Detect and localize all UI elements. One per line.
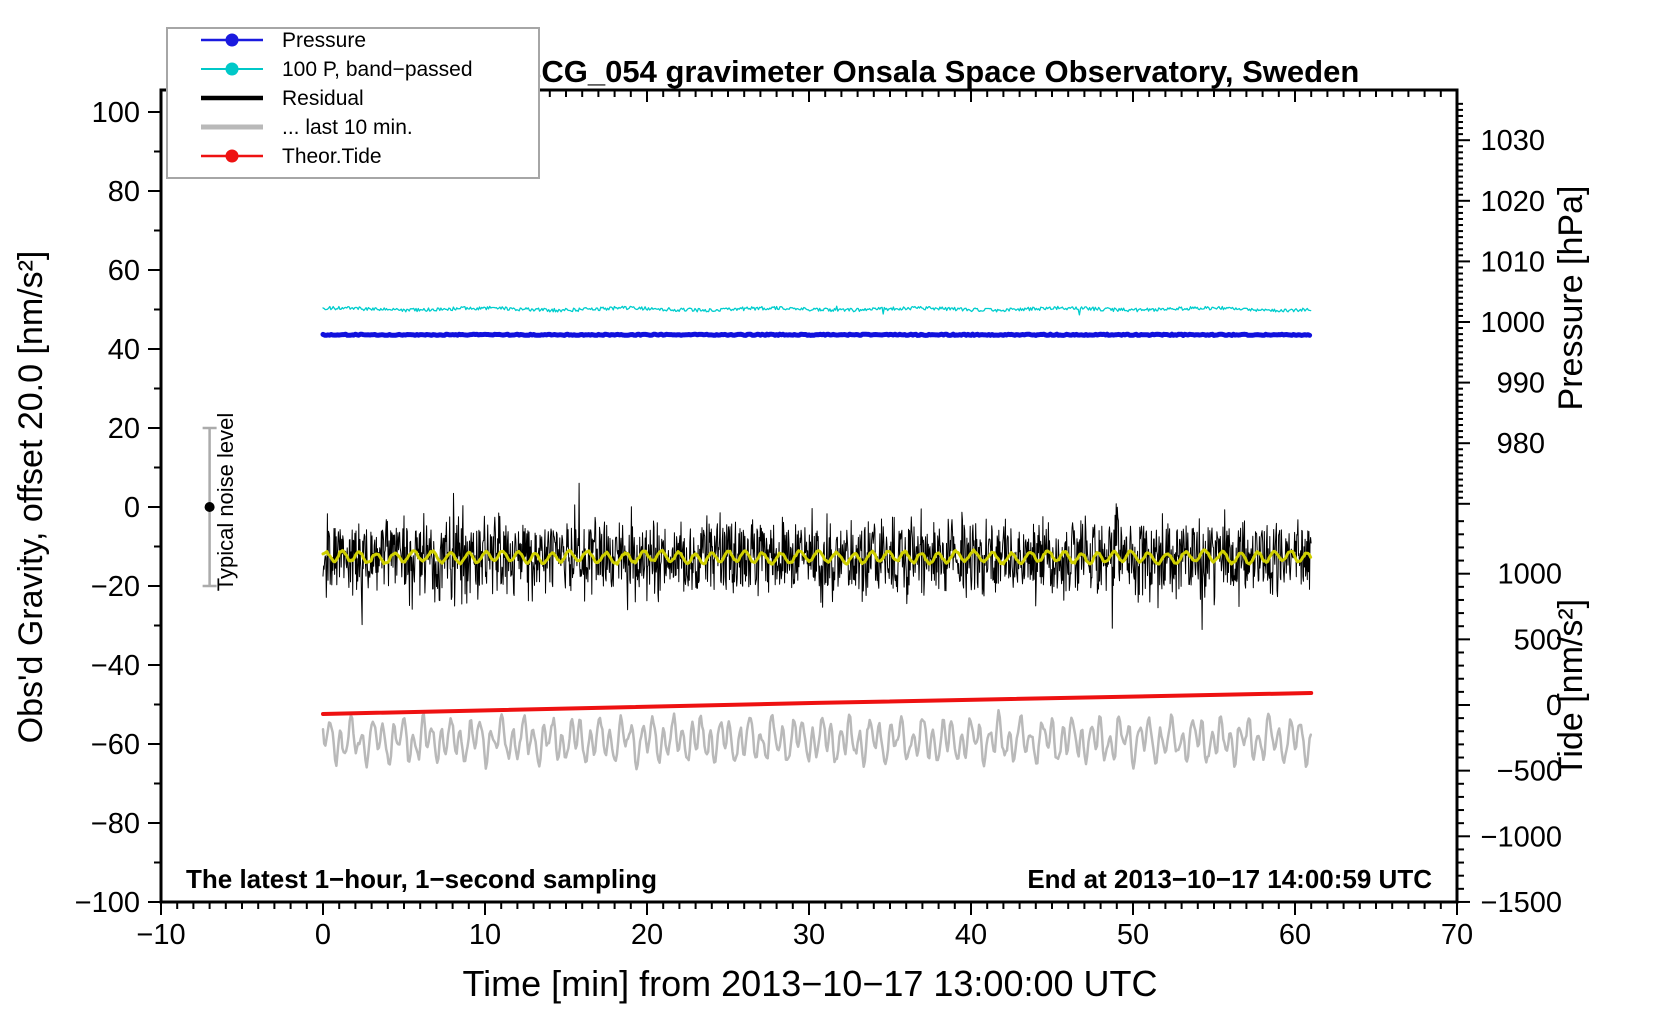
pressure-axis-title: Pressure [hPa] [1552, 186, 1590, 411]
y-left-tick-label: −20 [91, 571, 140, 603]
x-tick-label: 70 [1441, 919, 1473, 951]
axis-tick-labels: −10 0 10 20 30 40 50 60 70100806040200−20−40−60−… [75, 97, 1562, 951]
series-band-passed [322, 305, 1312, 316]
pressure-tick-label: 1000 [1480, 307, 1545, 339]
x-tick-label: 10 [469, 919, 501, 951]
series-residual [322, 482, 1312, 630]
chart-title: SCG_054 gravimeter Onsala Space Observat… [521, 54, 1360, 89]
tide-tick-label: −1000 [1481, 821, 1562, 853]
typical-noise-label: Typical noise level [213, 413, 238, 592]
legend-item-label: Pressure [282, 29, 366, 52]
legend: Pressure 100 P, band−passed Residual ... la… [166, 27, 540, 179]
series-theor-tide [321, 691, 1314, 716]
pressure-tick-label: 1010 [1480, 246, 1545, 278]
y-left-tick-label: −80 [91, 808, 140, 840]
tide-axis-title: Tide [nm/s²] [1552, 599, 1590, 777]
typical-noise-errorbar [202, 426, 217, 588]
legend-marker-dot [225, 149, 239, 163]
pressure-tick-label: 1030 [1480, 125, 1545, 157]
tide-tick-label: 0 [1546, 690, 1562, 722]
tide-tick-label: 500 [1514, 624, 1562, 656]
y-left-tick-label: 60 [108, 255, 140, 287]
pressure-tick-label: 990 [1497, 368, 1545, 400]
sampling-note: The latest 1−hour, 1−second sampling [186, 864, 657, 894]
legend-marker-dot [225, 33, 239, 47]
legend-item-label: Theor.Tide [282, 145, 382, 168]
pressure-tick-label: 1020 [1480, 186, 1545, 218]
x-tick-label: −10 [136, 919, 185, 951]
x-tick-label: 20 [631, 919, 663, 951]
y-left-tick-label: 80 [108, 176, 140, 208]
y-left-tick-label: −40 [91, 650, 140, 682]
y-left-tick-label: 40 [108, 334, 140, 366]
tide-tick-label: 1000 [1497, 559, 1562, 591]
legend-item-label: 100 P, band−passed [282, 58, 473, 81]
noise-bar-dot [204, 502, 215, 512]
x-tick-label: 50 [1117, 919, 1149, 951]
y-left-axis-title: Obs'd Gravity, offset 20.0 [nm/s²] [12, 251, 50, 744]
x-tick-label: 40 [955, 919, 987, 951]
x-tick-label: 60 [1279, 919, 1311, 951]
x-axis-title: Time [min] from 2013−10−17 13:00:00 UTC [462, 963, 1157, 1004]
y-left-tick-label: −100 [75, 887, 140, 919]
pressure-tick-label: 980 [1497, 428, 1545, 460]
x-tick-label: 0 [315, 919, 331, 951]
axis-ticks [148, 90, 1470, 915]
y-left-tick-label: 20 [108, 413, 140, 445]
series-last-10-min [321, 708, 1313, 771]
legend-item-label: Residual [282, 87, 364, 110]
y-left-tick-label: 100 [92, 97, 140, 129]
legend-item-label: ... last 10 min. [282, 116, 413, 139]
tide-tick-label: −1500 [1481, 887, 1562, 919]
y-left-tick-label: 0 [124, 492, 140, 524]
tide-tick-label: −500 [1497, 756, 1562, 788]
plot-frame [159, 88, 1459, 904]
chart-series [320, 305, 1314, 771]
y-left-tick-label: −60 [91, 729, 140, 761]
x-tick-label: 30 [793, 919, 825, 951]
end-time-note: End at 2013−10−17 14:00:59 UTC [1027, 864, 1432, 894]
legend-marker-dot [225, 62, 239, 76]
series-pressure [320, 331, 1313, 338]
series-residual-smoothed [321, 548, 1313, 566]
